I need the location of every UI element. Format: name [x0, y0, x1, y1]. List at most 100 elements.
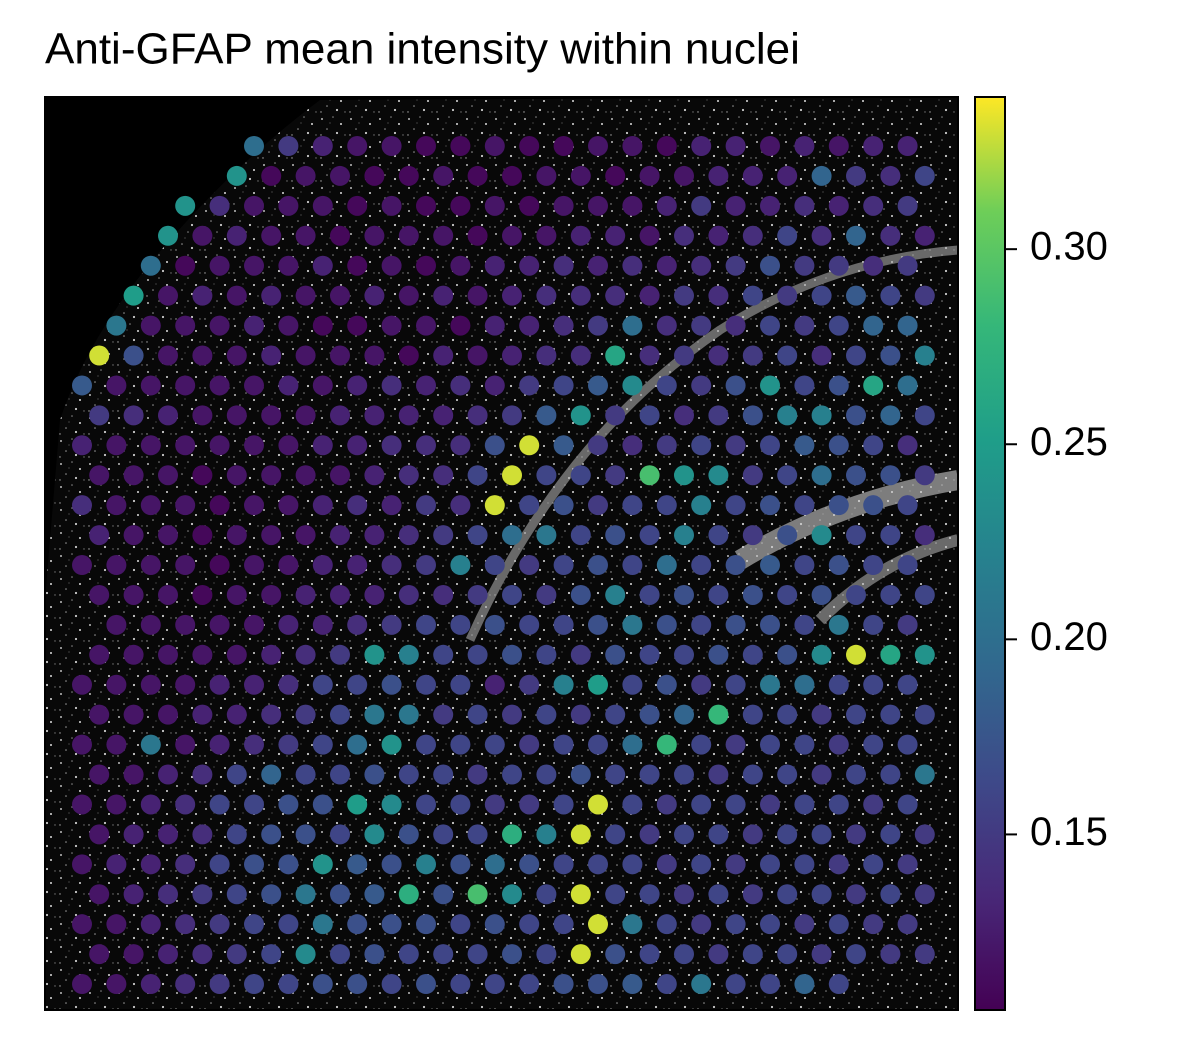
spot [794, 854, 815, 875]
spot [72, 495, 92, 516]
spot [760, 854, 780, 875]
spot [278, 255, 299, 276]
spot [226, 165, 247, 186]
spot [691, 974, 712, 995]
spot [622, 435, 643, 456]
spot [725, 255, 746, 276]
spot [897, 495, 918, 516]
spot [863, 375, 884, 396]
spot [880, 764, 901, 785]
spot [656, 974, 677, 995]
spot [914, 345, 935, 366]
spot [433, 405, 454, 426]
spot [914, 884, 935, 905]
spot [863, 914, 884, 935]
spot [381, 914, 402, 935]
spot [123, 764, 144, 785]
spot [364, 644, 385, 665]
spot [863, 195, 884, 216]
spot [433, 465, 454, 486]
spot [828, 195, 849, 216]
spot [656, 375, 677, 396]
spot [398, 225, 419, 246]
spot [588, 674, 608, 695]
spot [192, 704, 213, 725]
spot [828, 315, 849, 336]
spot [450, 255, 471, 276]
spot [209, 255, 230, 276]
spot [622, 974, 643, 995]
spot [158, 405, 178, 426]
spot [708, 285, 729, 306]
spot [158, 764, 178, 785]
spot [175, 674, 196, 695]
spot [588, 614, 608, 635]
spot [175, 495, 196, 516]
spot [863, 495, 884, 516]
spot [416, 614, 436, 635]
spot [863, 555, 884, 576]
spot [89, 465, 110, 486]
spot [484, 854, 505, 875]
spot [295, 764, 316, 785]
spot [846, 584, 866, 605]
spot [433, 944, 454, 965]
spot [777, 884, 798, 905]
spot [175, 375, 196, 396]
spot [89, 584, 110, 605]
spot [656, 734, 677, 755]
spot [226, 525, 247, 546]
spot [725, 734, 746, 755]
spot [588, 315, 608, 336]
spot [760, 495, 780, 516]
spot [846, 764, 866, 785]
spot [519, 315, 540, 336]
spot [828, 794, 849, 815]
spot [777, 465, 798, 486]
spot [347, 136, 368, 156]
spot [312, 914, 333, 935]
spot [381, 734, 402, 755]
spot [536, 525, 557, 546]
spot [347, 315, 368, 336]
spot [777, 525, 798, 546]
spot [725, 794, 746, 815]
spot [278, 734, 299, 755]
spot [312, 195, 333, 216]
spot [330, 405, 350, 426]
spot [450, 315, 471, 336]
spot [295, 465, 316, 486]
spot [261, 225, 282, 246]
spot [72, 674, 92, 695]
spot [381, 375, 402, 396]
spot [622, 136, 643, 156]
spot [777, 405, 798, 426]
spot [244, 614, 264, 635]
spot [72, 734, 92, 755]
spot [209, 435, 230, 456]
spot [244, 495, 264, 516]
spot [226, 644, 247, 665]
spot [226, 824, 247, 845]
spot [691, 914, 712, 935]
spot [777, 225, 798, 246]
spot [381, 974, 402, 995]
spot [398, 644, 419, 665]
spot [519, 794, 540, 815]
spot [897, 375, 918, 396]
spot [364, 525, 385, 546]
spot [467, 584, 488, 605]
spot [261, 644, 282, 665]
spot [140, 375, 161, 396]
spot [175, 734, 196, 755]
spot [398, 165, 419, 186]
spot [897, 674, 918, 695]
spot [89, 824, 110, 845]
spot [244, 195, 264, 216]
spot [691, 614, 712, 635]
spot [725, 195, 746, 216]
spot [846, 165, 866, 186]
spot [106, 555, 127, 576]
spot [192, 584, 213, 605]
spot [914, 225, 935, 246]
